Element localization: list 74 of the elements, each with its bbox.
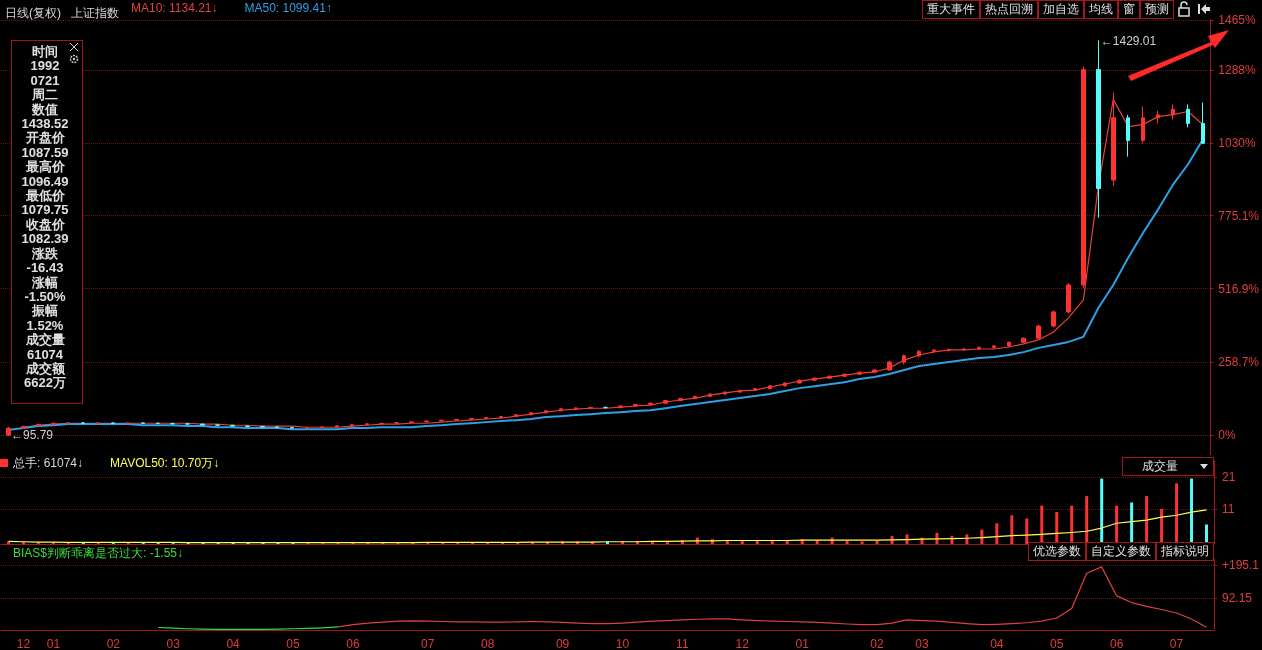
x-tick-label: 01 [46,637,61,650]
annotation: 涨幅 [31,274,59,290]
text: MAVOL50: 10.70万↓ [110,456,220,470]
annotation: 开盘价 [24,130,66,146]
annotation: 1087.59 [20,144,70,160]
x-tick-label: 02 [106,637,121,650]
annotation: 周二 [31,87,59,103]
annotation: -1.50% [23,288,67,304]
annotation: ←95.79 [10,428,54,443]
x-tick-label: 04 [226,637,241,650]
y-tick-label: 1288% [1218,63,1256,78]
annotation: 61074 [25,346,65,362]
text: 热点回溯 [980,0,1038,19]
x-tick-label: 01 [795,637,810,650]
annotation: 1.52% [25,317,65,333]
annotation: 时间 [31,44,59,60]
x-tick-label: 05 [1050,637,1064,650]
y-tick-label: 258.7% [1218,354,1260,369]
annotation: 数值 [31,101,59,118]
x-tick-label: 08 [481,637,495,650]
x-tick-label: 06 [346,637,360,650]
annotation: ←1429.01 [1100,33,1157,48]
text: 预测 [1140,0,1174,19]
annotation: 1096.49 [20,173,70,189]
y-tick-label: 21 [1222,469,1236,484]
annotation: 指标说明 [1156,542,1214,561]
text: 窗 [1118,0,1140,19]
y-tick-label: 1465% [1218,13,1256,27]
y-tick-label: 1030% [1218,136,1256,151]
x-tick-label: 07 [1169,637,1184,650]
chart-subtitle: 上证指数 [71,6,119,20]
annotation: 优选参数 [1028,542,1086,561]
annotation: 成交量 [24,332,66,348]
annotation: 0721 [29,72,61,88]
legend-label: 总手: 61074↓ [12,456,84,470]
annotation: 自定义参数 [1086,542,1156,561]
text: 重大事件 [922,0,980,19]
annotation: 最高价 [24,159,66,175]
annotation: 成交额 [24,360,66,377]
annotation: 1079.75 [20,202,70,218]
chart-title: 日线(复权) [5,6,61,20]
annotation: 振幅 [31,303,59,319]
x-tick-label: 06 [1109,637,1124,650]
x-tick-label: 09 [555,637,570,650]
x-tick-label: 07 [421,637,435,650]
y-tick-label: 516.9% [1218,281,1260,296]
x-tick-label: 05 [286,637,300,650]
annotation: 1992 [29,58,61,74]
x-tick-label: 02 [870,637,885,650]
text: MA10: 1134.21↓ [131,1,218,15]
annotation: 6622万 [23,375,67,391]
x-tick-label: 11 [676,637,689,650]
annotation: -16.43 [25,260,65,276]
x-tick-label: 04 [990,637,1004,650]
y-tick-label: 92.15 [1221,590,1253,605]
annotation: 最低价 [24,188,66,204]
dropdown-menu: 成交量 [1122,457,1214,476]
annotation: 涨跌 [31,245,59,262]
text: MA50: 1099.41↑ [244,1,332,15]
y-tick-label: 11 [1222,501,1235,516]
y-tick-label: 0% [1218,428,1236,443]
y-tick-label: +195.1 [1221,558,1260,573]
x-tick-label: 12 [16,637,31,650]
text: 均线 [1084,0,1118,19]
annotation: 收盘价 [24,216,66,233]
y-tick-label: 775.1% [1218,208,1260,223]
annotation: 1082.39 [20,231,70,247]
text: BIAS$判断乖离是否过大: -1.55↓ [13,546,184,560]
x-tick-label: 03 [915,637,929,650]
text: 加自选 [1038,0,1084,19]
x-tick-label: 03 [166,637,181,650]
x-tick-label: 10 [615,637,630,650]
annotation: 1438.52 [20,116,70,132]
x-tick-label: 12 [735,637,750,650]
